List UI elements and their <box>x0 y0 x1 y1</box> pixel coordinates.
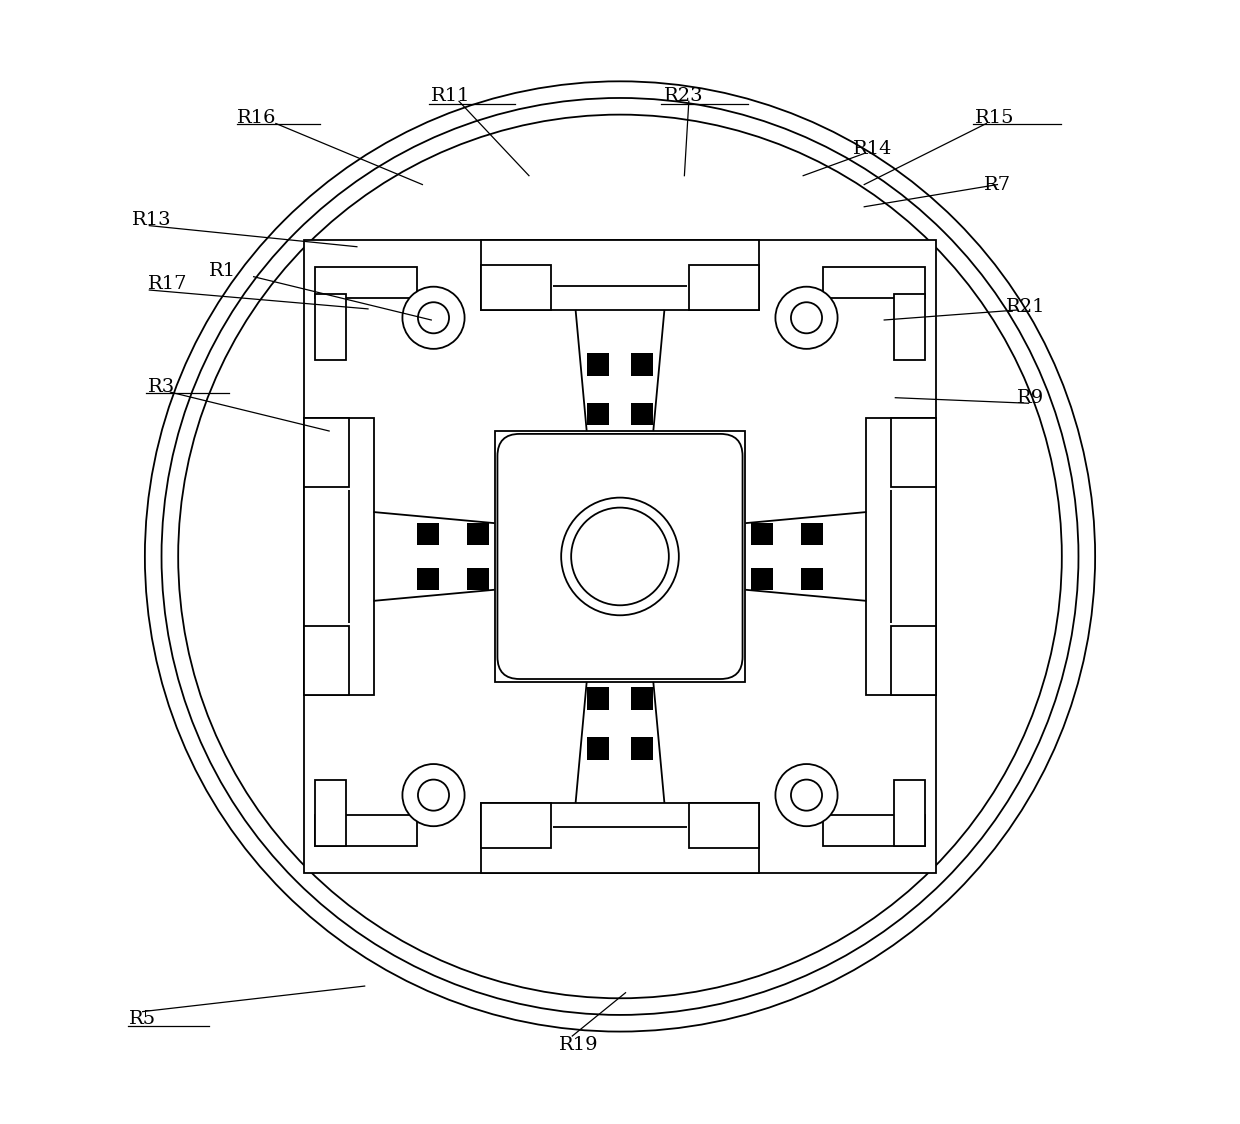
Text: R15: R15 <box>975 109 1014 127</box>
Bar <box>304 418 350 487</box>
Text: R23: R23 <box>665 87 704 105</box>
Text: R14: R14 <box>853 140 893 158</box>
Bar <box>481 803 759 873</box>
Circle shape <box>403 287 465 348</box>
Bar <box>466 523 489 545</box>
Bar <box>894 293 925 360</box>
Bar <box>801 523 823 545</box>
Circle shape <box>418 302 449 334</box>
Bar <box>417 523 439 545</box>
Bar <box>823 815 925 846</box>
FancyBboxPatch shape <box>497 434 743 679</box>
Bar <box>481 264 551 310</box>
Bar <box>631 404 653 426</box>
Bar <box>823 266 925 298</box>
Bar <box>689 264 759 310</box>
Bar <box>587 688 609 709</box>
Bar <box>304 241 936 873</box>
Circle shape <box>179 115 1061 998</box>
Bar <box>801 568 823 590</box>
Bar <box>510 446 730 667</box>
Bar <box>867 418 936 696</box>
Text: R5: R5 <box>129 1010 156 1028</box>
Bar <box>631 353 653 375</box>
Text: R21: R21 <box>1007 298 1045 316</box>
Bar <box>417 568 439 590</box>
Bar <box>894 780 925 846</box>
Text: R19: R19 <box>559 1036 599 1054</box>
Bar <box>587 404 609 426</box>
Bar <box>304 626 350 696</box>
Text: R17: R17 <box>149 275 187 293</box>
Bar <box>587 737 609 760</box>
Circle shape <box>562 498 678 615</box>
Circle shape <box>418 780 449 810</box>
Text: R7: R7 <box>985 175 1012 193</box>
Text: R1: R1 <box>210 262 237 280</box>
Bar <box>315 293 346 360</box>
Bar <box>751 523 774 545</box>
Circle shape <box>145 81 1095 1032</box>
Text: R16: R16 <box>237 109 277 127</box>
Text: R13: R13 <box>131 211 171 229</box>
Circle shape <box>403 764 465 826</box>
Circle shape <box>791 302 822 334</box>
Bar <box>315 815 417 846</box>
Bar <box>689 803 759 849</box>
Circle shape <box>161 98 1079 1015</box>
Bar <box>890 626 936 696</box>
Circle shape <box>775 287 837 348</box>
Circle shape <box>775 764 837 826</box>
Text: R3: R3 <box>149 378 175 396</box>
Bar <box>466 568 489 590</box>
Bar <box>481 803 551 849</box>
Bar <box>631 688 653 709</box>
Bar <box>631 737 653 760</box>
Bar <box>587 353 609 375</box>
Bar <box>315 266 417 298</box>
Bar <box>315 780 346 846</box>
Bar <box>481 241 759 310</box>
Bar <box>304 418 373 696</box>
Text: R11: R11 <box>432 87 471 105</box>
Bar <box>751 568 774 590</box>
Circle shape <box>572 508 668 606</box>
Text: R9: R9 <box>1017 389 1044 407</box>
Circle shape <box>791 780 822 810</box>
Bar <box>890 418 936 487</box>
Bar <box>495 430 745 682</box>
